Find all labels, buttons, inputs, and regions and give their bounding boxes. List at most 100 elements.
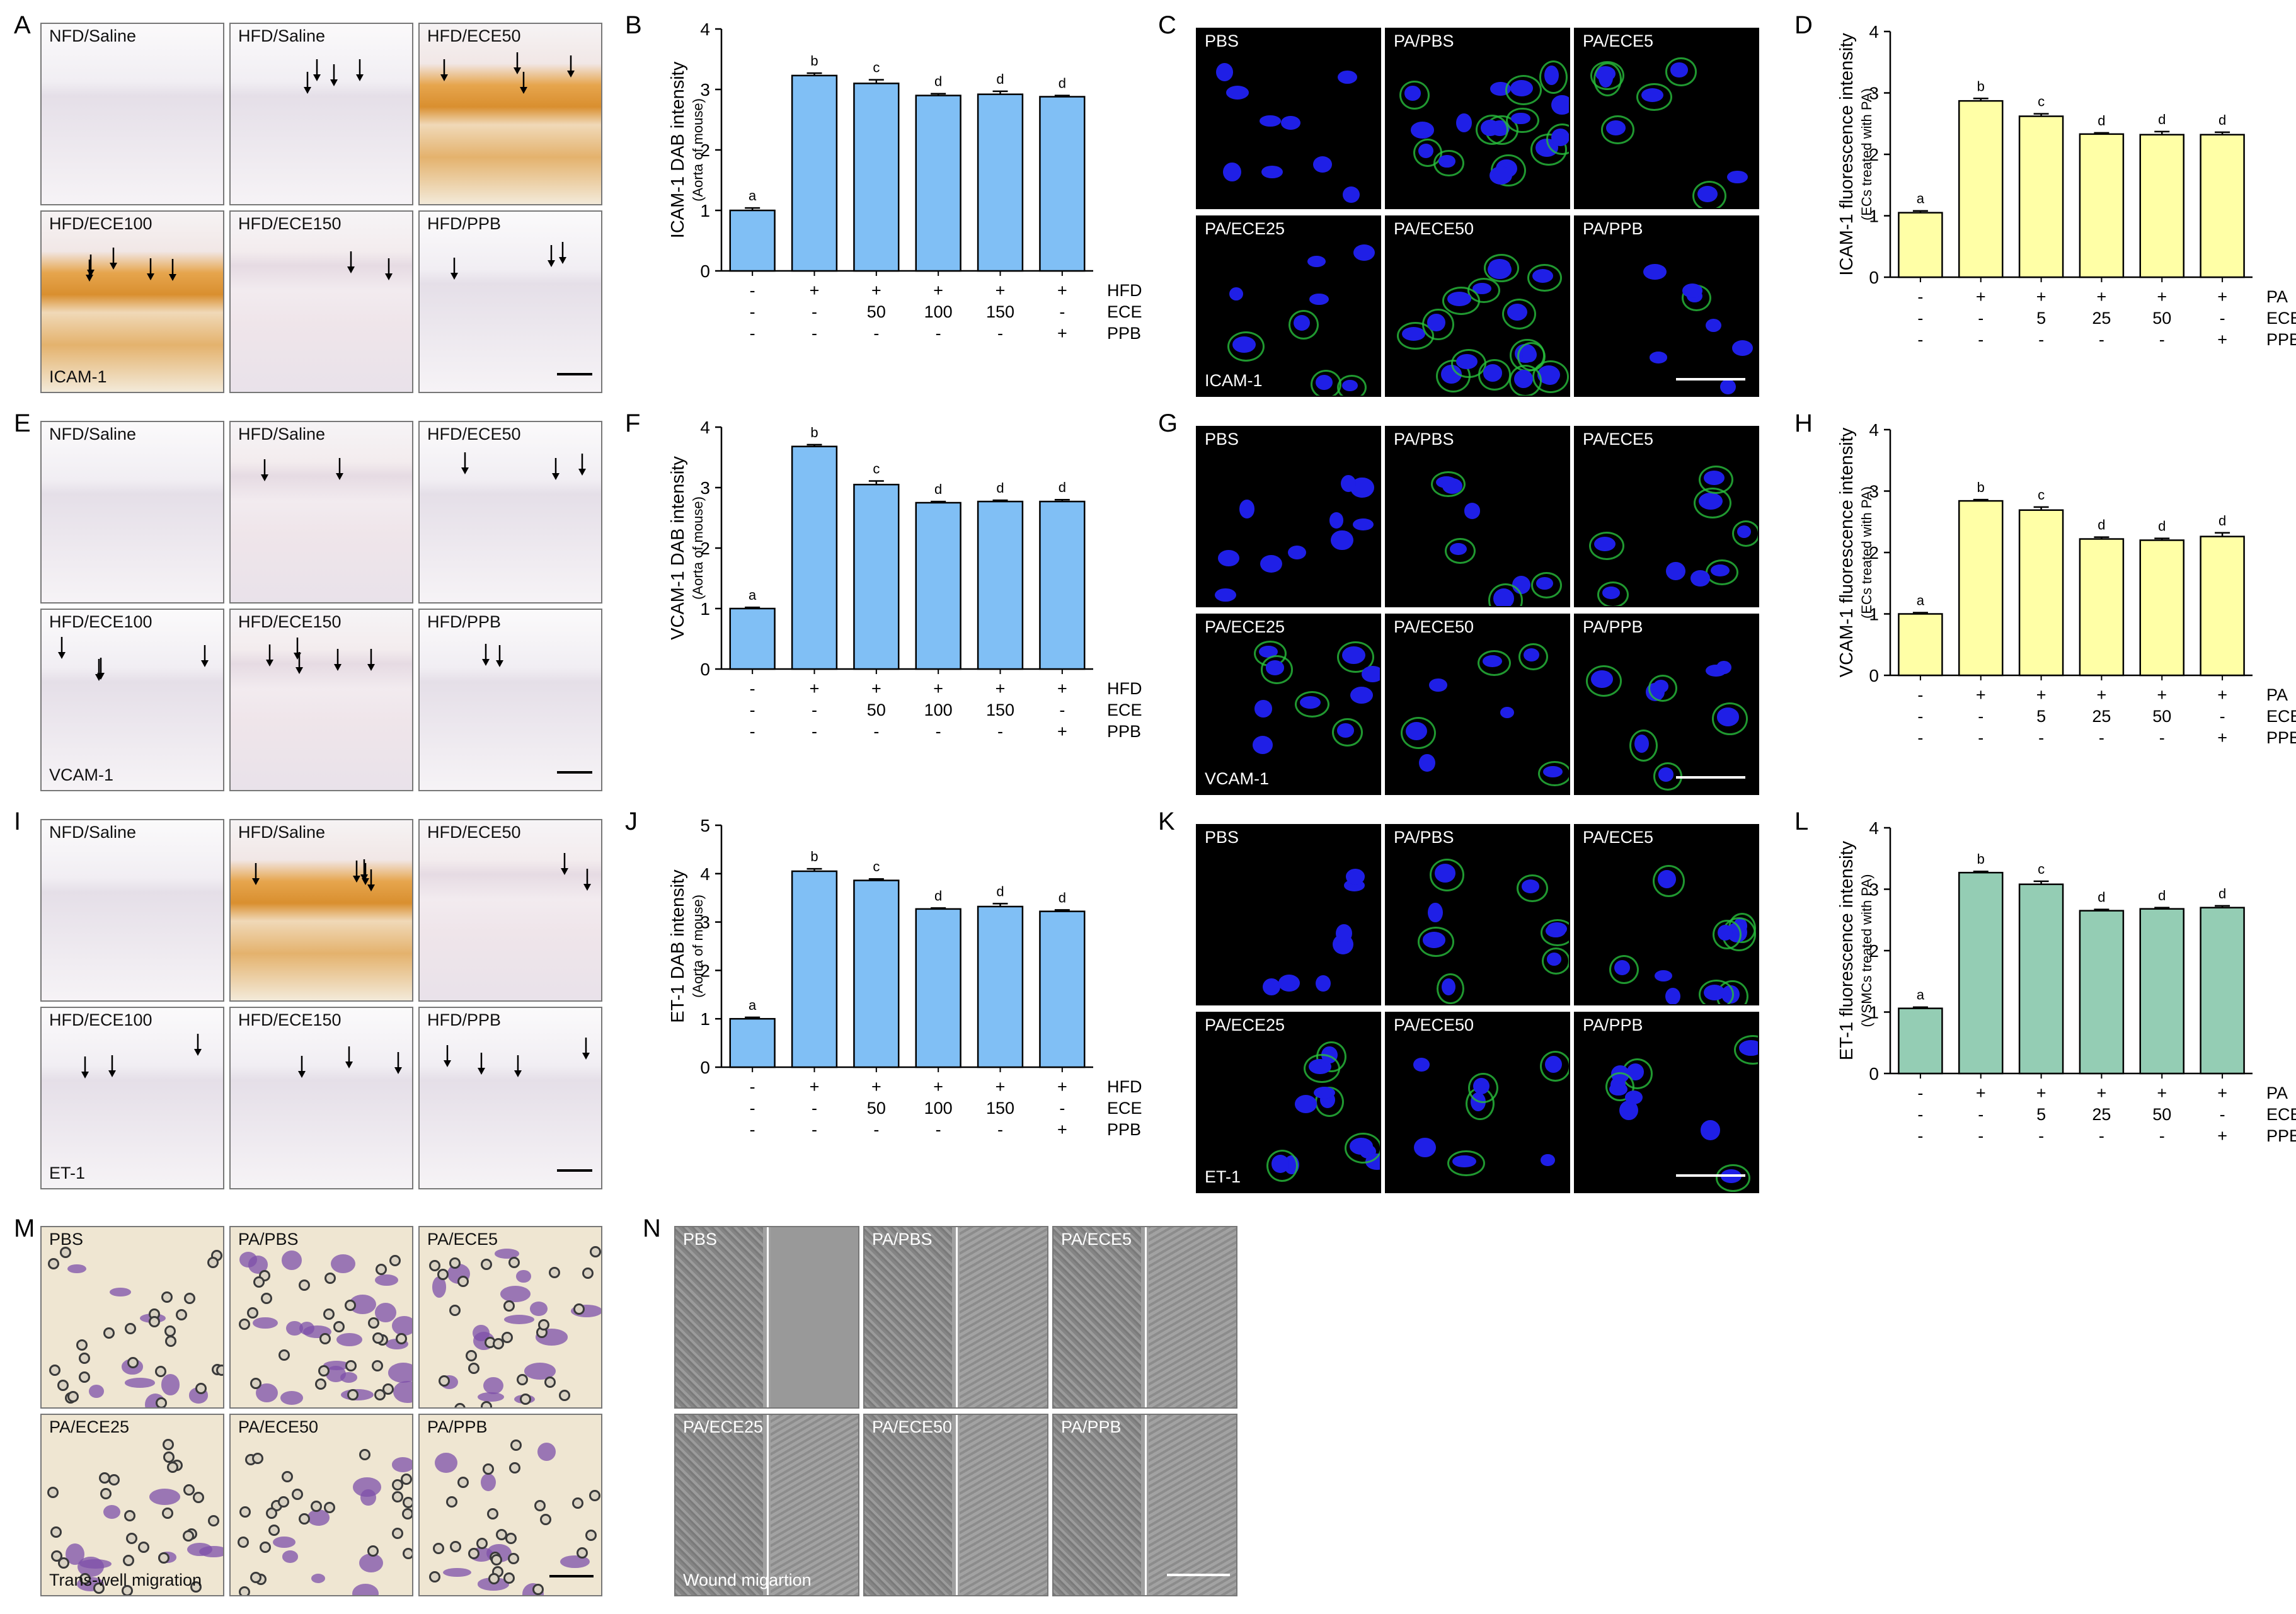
fluorescence-panel: PA/ECE50	[1385, 614, 1570, 795]
migrated-cell	[392, 1457, 412, 1472]
panel-label: HFD/ECE100	[49, 1010, 152, 1029]
stain-label: Trans-well migration	[49, 1571, 202, 1589]
treatment-cell: +	[2217, 728, 2227, 747]
significance-letter: a	[749, 587, 757, 603]
y-tick-label: 1	[700, 599, 710, 619]
nucleus	[1522, 346, 1537, 362]
membrane-pore	[246, 1307, 258, 1319]
nucleus	[1429, 678, 1447, 692]
treatment-cell: -	[812, 722, 817, 741]
nucleus	[1214, 588, 1236, 602]
wound-gap	[952, 1415, 960, 1595]
nucleus	[1337, 723, 1354, 738]
nucleus	[1521, 879, 1539, 893]
scale-bar	[557, 373, 592, 375]
ihc-panel: HFD/ECE50	[418, 23, 602, 205]
nucleus	[1232, 336, 1256, 353]
nucleus	[1473, 1077, 1490, 1094]
panel-label: PA/ECE50	[238, 1417, 319, 1436]
membrane-pore	[437, 1269, 449, 1281]
panel-label: PA/PBS	[872, 1230, 933, 1249]
nucleus	[1254, 700, 1273, 718]
membrane-pore	[454, 1402, 466, 1407]
ihc-panel: HFD/ECE100 VCAM-1	[40, 609, 224, 791]
membrane-pore	[100, 1487, 112, 1499]
nucleus	[1342, 646, 1365, 664]
membrane-pore	[252, 1452, 264, 1464]
treatment-cell: 5	[2036, 707, 2046, 726]
membrane-pore	[239, 1318, 251, 1330]
treatment-cell: 50	[2152, 309, 2171, 328]
migrated-cell	[352, 1584, 379, 1595]
y-axis-sublabel: (Aorta of mouse)	[690, 98, 706, 202]
treatment-cell: +	[1976, 1084, 1986, 1102]
nucleus	[1665, 987, 1680, 1004]
treatment-row-name: ECE	[1107, 1099, 1142, 1118]
significance-letter: d	[2158, 112, 2166, 127]
treatment-cell: +	[1057, 1077, 1067, 1096]
membrane-pore	[268, 1525, 280, 1537]
panel-label: HFD/Saline	[238, 26, 326, 45]
membrane-pore	[67, 1390, 79, 1402]
treatment-cell: 50	[867, 302, 886, 321]
membrane-pore	[392, 1527, 403, 1539]
membrane-pore	[311, 1500, 323, 1512]
membrane-pore	[277, 1496, 289, 1508]
panel-letter-h: H	[1794, 409, 1813, 437]
treatment-cell: -	[812, 302, 817, 321]
membrane-pore	[481, 1259, 493, 1271]
membrane-pore	[480, 1401, 492, 1407]
scale-bar	[1676, 776, 1745, 779]
membrane-pore	[508, 1256, 520, 1268]
bar	[853, 83, 900, 272]
membrane-pore	[250, 1571, 262, 1583]
nucleus	[1507, 304, 1528, 321]
treatment-cell: -	[1917, 1126, 1923, 1145]
membrane-pore	[79, 1371, 91, 1383]
membrane-pore	[162, 1439, 174, 1451]
membrane-pore	[207, 1256, 219, 1268]
nucleus	[1404, 86, 1421, 101]
membrane-pore	[156, 1397, 168, 1407]
cytoplasm-signal	[1332, 718, 1363, 747]
migrated-cell	[481, 1473, 497, 1492]
ihc-panel: HFD/ECE50	[418, 421, 602, 604]
treatment-cell: -	[812, 324, 817, 343]
fluorescence-panel: PA/ECE50	[1385, 215, 1570, 397]
cytoplasm-signal	[1468, 1072, 1498, 1103]
treatment-cell: +	[2097, 685, 2107, 704]
nucleus	[1545, 1056, 1563, 1073]
membrane-pore	[278, 1349, 290, 1361]
y-tick-label: 0	[1869, 666, 1879, 685]
nucleus	[1670, 62, 1688, 77]
wound-migration-panel: PA/ECE50	[863, 1414, 1048, 1596]
wound-migration-panel: PA/ECE5	[1052, 1226, 1237, 1409]
migrated-cell	[353, 1477, 381, 1497]
wound-edge-line	[1145, 1415, 1147, 1595]
treatment-row-name: HFD	[1107, 281, 1142, 300]
membrane-pore	[207, 1515, 219, 1527]
cell-monolayer-right	[959, 1415, 1047, 1595]
significance-letter: d	[996, 480, 1004, 496]
significance-letter: d	[2098, 517, 2105, 533]
nucleus	[1482, 655, 1503, 668]
treatment-cell: -	[936, 324, 941, 343]
nucleus	[1634, 734, 1650, 753]
membrane-pore	[319, 1332, 331, 1344]
treatment-cell: -	[750, 701, 755, 719]
nucleus	[1441, 978, 1456, 996]
significance-letter: d	[2098, 113, 2105, 129]
cytoplasm-signal	[1260, 655, 1294, 684]
membrane-pore	[544, 1376, 556, 1388]
nucleus	[1314, 1086, 1336, 1099]
nucleus	[1510, 80, 1534, 96]
treatment-cell: -	[2159, 330, 2165, 349]
nucleus	[1609, 1082, 1627, 1096]
nucleus	[1223, 162, 1241, 181]
significance-letter: c	[2038, 94, 2045, 110]
treatment-row-name: ECE	[1107, 701, 1142, 719]
ihc-panel: HFD/Saline	[229, 819, 413, 1002]
panel-label: PA/ECE5	[1061, 1230, 1132, 1249]
treatment-cell: +	[2217, 1126, 2227, 1145]
treatment-cell: 50	[2152, 1105, 2171, 1124]
